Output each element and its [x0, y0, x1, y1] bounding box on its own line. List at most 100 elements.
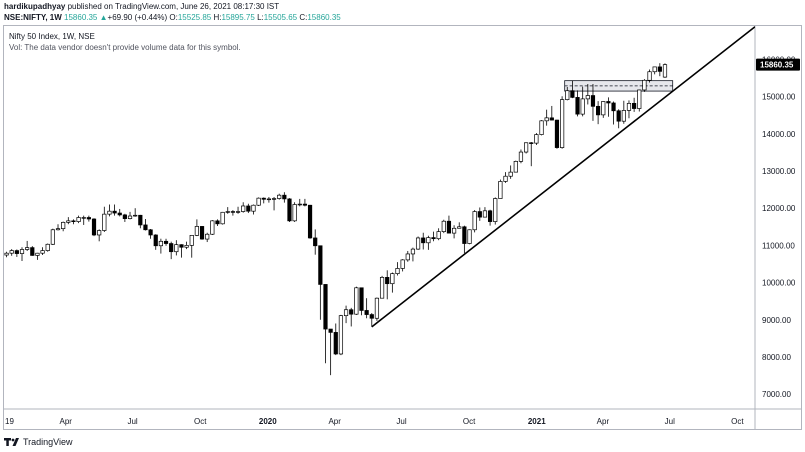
x-tick-label: Jul [396, 417, 406, 426]
candle [225, 207, 230, 214]
candle [313, 229, 318, 255]
candle [565, 86, 570, 101]
candle-body [158, 240, 163, 247]
candle-body [575, 97, 580, 115]
candle [451, 225, 457, 239]
candle [91, 218, 97, 237]
candle-body [81, 217, 86, 219]
candle-body [55, 228, 61, 231]
publisher-line: hardikupadhyay published on TradingView.… [4, 1, 804, 12]
change-value: +69.90 (+0.44%) [107, 13, 168, 22]
candle-body [642, 79, 647, 91]
candle [421, 232, 426, 250]
candle-body [30, 247, 35, 256]
candle [462, 225, 467, 254]
candle [205, 232, 210, 243]
x-tick-label: 19 [5, 417, 14, 426]
candle-body [199, 226, 205, 240]
candle-body [554, 119, 560, 148]
candle-body [477, 211, 482, 218]
candle-body [71, 220, 76, 222]
candle [163, 238, 169, 246]
candle-body [405, 253, 410, 261]
candle-body [318, 245, 323, 285]
candle [143, 218, 148, 231]
candle-body [487, 210, 493, 222]
candle [282, 192, 287, 203]
candle [4, 251, 9, 258]
candle [215, 219, 220, 227]
candle-body [359, 287, 364, 311]
candle [117, 208, 122, 217]
candle-body [102, 213, 107, 231]
candle-body [277, 194, 282, 199]
candle [81, 215, 86, 225]
candle [369, 313, 374, 327]
x-tick-label: Oct [463, 417, 476, 426]
candle [277, 193, 282, 200]
candle-body [529, 142, 534, 144]
candle [112, 204, 117, 216]
candle-body [107, 210, 112, 215]
candle-body [560, 99, 565, 148]
candle [601, 101, 606, 118]
candle [246, 203, 251, 214]
y-tick-label: 14000.00 [762, 130, 796, 139]
candle [503, 172, 508, 183]
candle-body [451, 227, 457, 234]
candle-body [549, 117, 554, 121]
candle [539, 120, 544, 136]
candle [596, 101, 601, 125]
candle-body [400, 259, 405, 269]
candle-body [369, 314, 374, 319]
candle [436, 228, 441, 241]
candle-body [302, 203, 308, 206]
candle [457, 222, 462, 229]
candle-body [91, 218, 97, 236]
candle [585, 84, 590, 105]
high-value: 15895.75 [221, 13, 255, 22]
chart-frame [3, 25, 802, 430]
candle-body [518, 151, 524, 162]
candle [652, 66, 657, 75]
candle-body [163, 240, 169, 244]
candle-body [436, 231, 441, 240]
candle-body [9, 250, 14, 254]
candle [199, 226, 205, 240]
candle [338, 314, 344, 356]
candle-body [652, 66, 657, 73]
candle [153, 234, 158, 250]
candle [343, 305, 349, 324]
candle [446, 215, 452, 234]
candle-body [539, 120, 544, 135]
candle-body [215, 220, 220, 225]
candle [102, 206, 107, 233]
candle [560, 96, 565, 149]
candle-body [169, 243, 174, 253]
candle-body [76, 217, 81, 222]
candle-body [210, 220, 215, 235]
candle [544, 109, 549, 126]
candle-body [431, 237, 436, 240]
candle [14, 249, 19, 257]
candle-body [148, 229, 153, 236]
open-label: O: [169, 13, 178, 22]
candle [426, 235, 431, 250]
footer-brand[interactable]: TradingView [4, 437, 73, 447]
candle-body [446, 220, 452, 234]
tradingview-logo-icon [4, 438, 19, 446]
candle [662, 63, 668, 78]
candle-body [127, 215, 133, 219]
candle-body [235, 211, 241, 213]
candle-body [565, 90, 570, 100]
candle-body [184, 245, 189, 248]
x-tick-label: Oct [194, 417, 207, 426]
close-value: 15860.35 [307, 13, 341, 22]
candle-body [297, 203, 302, 206]
candle-body [45, 243, 50, 251]
candle [241, 202, 246, 213]
candle-body [585, 95, 590, 100]
candle-body [97, 230, 102, 236]
candle [549, 105, 554, 121]
